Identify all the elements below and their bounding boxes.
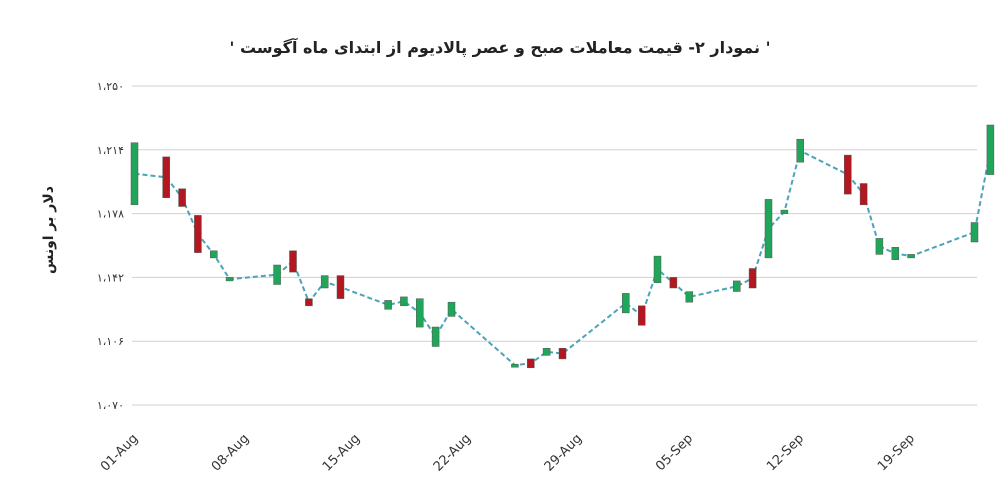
candle-up (400, 296, 408, 307)
candle-up (764, 199, 773, 259)
x-tick-label: 22-Aug (431, 431, 474, 474)
candle-down (162, 156, 170, 198)
candle-down (194, 215, 202, 253)
candle-down (669, 277, 678, 289)
candle-up (210, 250, 218, 259)
candle-up (511, 363, 519, 368)
candle-up (416, 298, 424, 328)
candle-up (875, 238, 884, 255)
y-tick-label: ۱،۲۵۰ (97, 80, 124, 93)
candle-down (637, 305, 646, 326)
candle-up (685, 291, 694, 303)
candle-up (970, 222, 979, 243)
y-tick-label: ۱،۱۴۲ (97, 271, 124, 284)
candle-down (336, 275, 345, 299)
chart-title: ' نمودار ۲- قیمت معاملات صبح و عصر پالاد… (229, 38, 771, 57)
candle-up (431, 326, 440, 347)
x-tick-label: 12-Sep (764, 431, 807, 474)
candle-up (653, 255, 662, 283)
y-tick-label: ۱،۰۷۰ (97, 399, 124, 412)
candle-up (447, 301, 456, 317)
y-tick-label: ۱،۲۱۴ (97, 144, 124, 157)
x-tick-label: 15-Aug (320, 431, 363, 474)
candle-up (320, 275, 329, 289)
candle-up (733, 280, 741, 292)
x-tick-label: 19-Sep (875, 431, 918, 474)
x-tick-label: 29-Aug (542, 431, 585, 474)
candle-down (305, 298, 313, 307)
candle-down (859, 183, 868, 206)
candle-up (907, 254, 915, 259)
candle-down (748, 268, 757, 289)
x-tick-label: 08-Aug (209, 431, 252, 474)
candles (130, 124, 995, 369)
candle-up (542, 348, 551, 356)
y-tick-label: ۱،۱۷۸ (97, 208, 124, 221)
candle-down (289, 250, 297, 273)
candle-up (130, 142, 139, 205)
candle-down (558, 348, 567, 360)
candle-up (796, 138, 804, 163)
candle-up (622, 293, 630, 314)
candle-up (273, 264, 281, 285)
candle-up (225, 277, 234, 282)
candle-up (384, 300, 392, 310)
trend-line (134, 149, 992, 367)
candle-up (780, 209, 789, 214)
candle-down (844, 154, 852, 195)
grid-lines (132, 85, 977, 406)
candle-up (986, 124, 995, 175)
candle-up (891, 247, 900, 260)
candle-down (178, 188, 186, 207)
x-tick-labels: 01-Aug 08-Aug 15-Aug 22-Aug 29-Aug 05-Sep 12-S… (98, 431, 918, 474)
candle-down (527, 358, 535, 369)
x-tick-label: 01-Aug (98, 431, 141, 474)
x-tick-label: 05-Sep (653, 431, 696, 474)
y-tick-labels: ۱،۲۵۰ ۱،۲۱۴ ۱،۱۷۸ ۱،۱۴۲ ۱،۱۰۶ ۱،۰۷۰ (97, 80, 124, 412)
y-tick-label: ۱،۱۰۶ (97, 335, 124, 348)
